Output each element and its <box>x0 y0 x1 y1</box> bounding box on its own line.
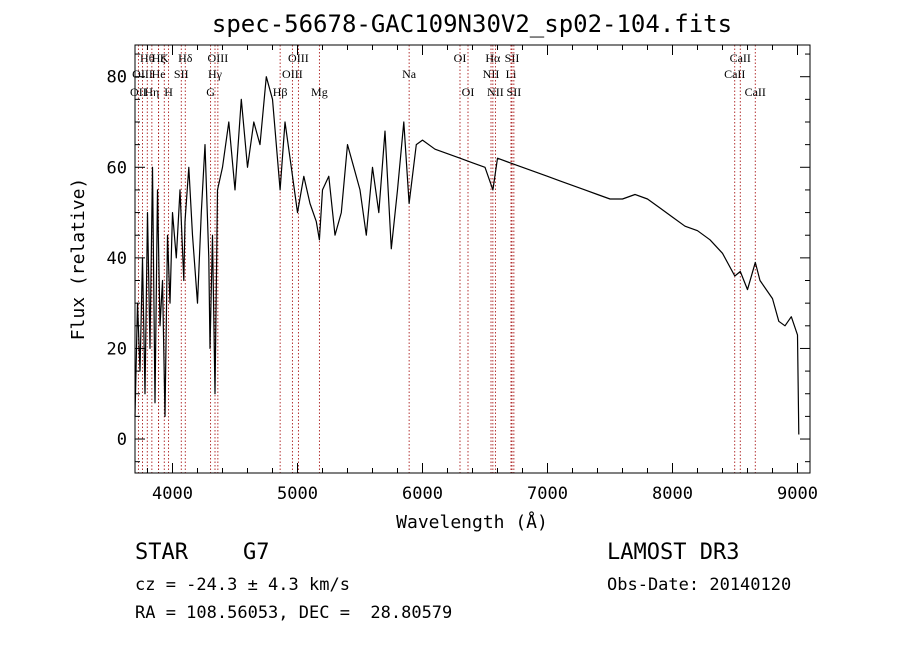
redshift-text: cz = -24.3 ± 4.3 km/s <box>135 575 350 595</box>
marker-label-7: H <box>164 85 173 99</box>
marker-label-14: OIII <box>282 67 303 81</box>
plot-frame <box>134 44 811 474</box>
y-tick-label: 60 <box>107 158 127 178</box>
y-tick-label: 40 <box>107 249 127 269</box>
marker-label-13: Hβ <box>273 85 288 99</box>
marker-label-12: OIII <box>208 51 229 65</box>
axis-ticks: 4000 5000 6000 7000 8000 9000 0 20 40 60 80 <box>107 45 818 504</box>
marker-label-5: Hζ <box>152 51 166 65</box>
series-line-spectrum <box>134 76 800 435</box>
marker-label-20: NII <box>483 67 500 81</box>
marker-label-26: CaII <box>724 67 745 81</box>
marker-label-17: Na <box>402 67 417 81</box>
marker-label-9: Hδ <box>178 51 193 65</box>
marker-label-21: Hα <box>485 51 501 65</box>
x-axis-label: Wavelength (Å) <box>396 511 548 533</box>
y-tick-label: 20 <box>107 339 127 359</box>
observation-date: Obs-Date: 20140120 <box>607 575 792 595</box>
marker-label-1: Hθ <box>140 51 155 65</box>
spectral-subclass: G7 <box>243 540 270 565</box>
marker-label-6: K <box>160 51 169 65</box>
x-tick-label: 8000 <box>652 484 693 504</box>
series-layer <box>134 76 800 435</box>
survey-name: LAMOST DR3 <box>607 540 740 565</box>
marker-label-11: Hγ <box>208 67 223 81</box>
marker-label-8: SII <box>174 67 189 81</box>
object-type: STAR <box>135 540 188 565</box>
x-tick-label: 6000 <box>402 484 443 504</box>
coordinates-text: RA = 108.56053, DEC = 28.80579 <box>135 603 453 623</box>
marker-label-23: Li <box>506 67 517 81</box>
y-tick-label: 0 <box>117 430 127 450</box>
x-tick-label: 9000 <box>777 484 818 504</box>
x-tick-label: 4000 <box>152 484 193 504</box>
marker-label-3: Hη <box>144 85 159 99</box>
marker-label-10: G <box>206 85 215 99</box>
marker-label-15: OIII <box>288 51 309 65</box>
marker-label-22: NII <box>487 85 504 99</box>
marker-label-24: SII <box>505 51 520 65</box>
marker-label-25: SII <box>507 85 522 99</box>
x-tick-label: 5000 <box>277 484 318 504</box>
marker-label-19: OI <box>462 85 475 99</box>
marker-label-27: CaII <box>730 51 751 65</box>
x-tick-label: 7000 <box>527 484 568 504</box>
line-markers: OIIHθOIIIHηHeHζKHSIIHδGHγOIIIHβOIIIOIIIM… <box>130 45 766 473</box>
y-axis-label: Flux (relative) <box>68 178 89 341</box>
marker-label-2: OIII <box>132 67 153 81</box>
marker-label-18: OI <box>454 51 467 65</box>
marker-label-16: Mg <box>311 85 328 99</box>
marker-label-28: CaII <box>745 85 766 99</box>
chart-title: spec-56678-GAC109N30V2_sp02-104.fits <box>212 10 732 38</box>
y-tick-label: 80 <box>107 68 127 88</box>
